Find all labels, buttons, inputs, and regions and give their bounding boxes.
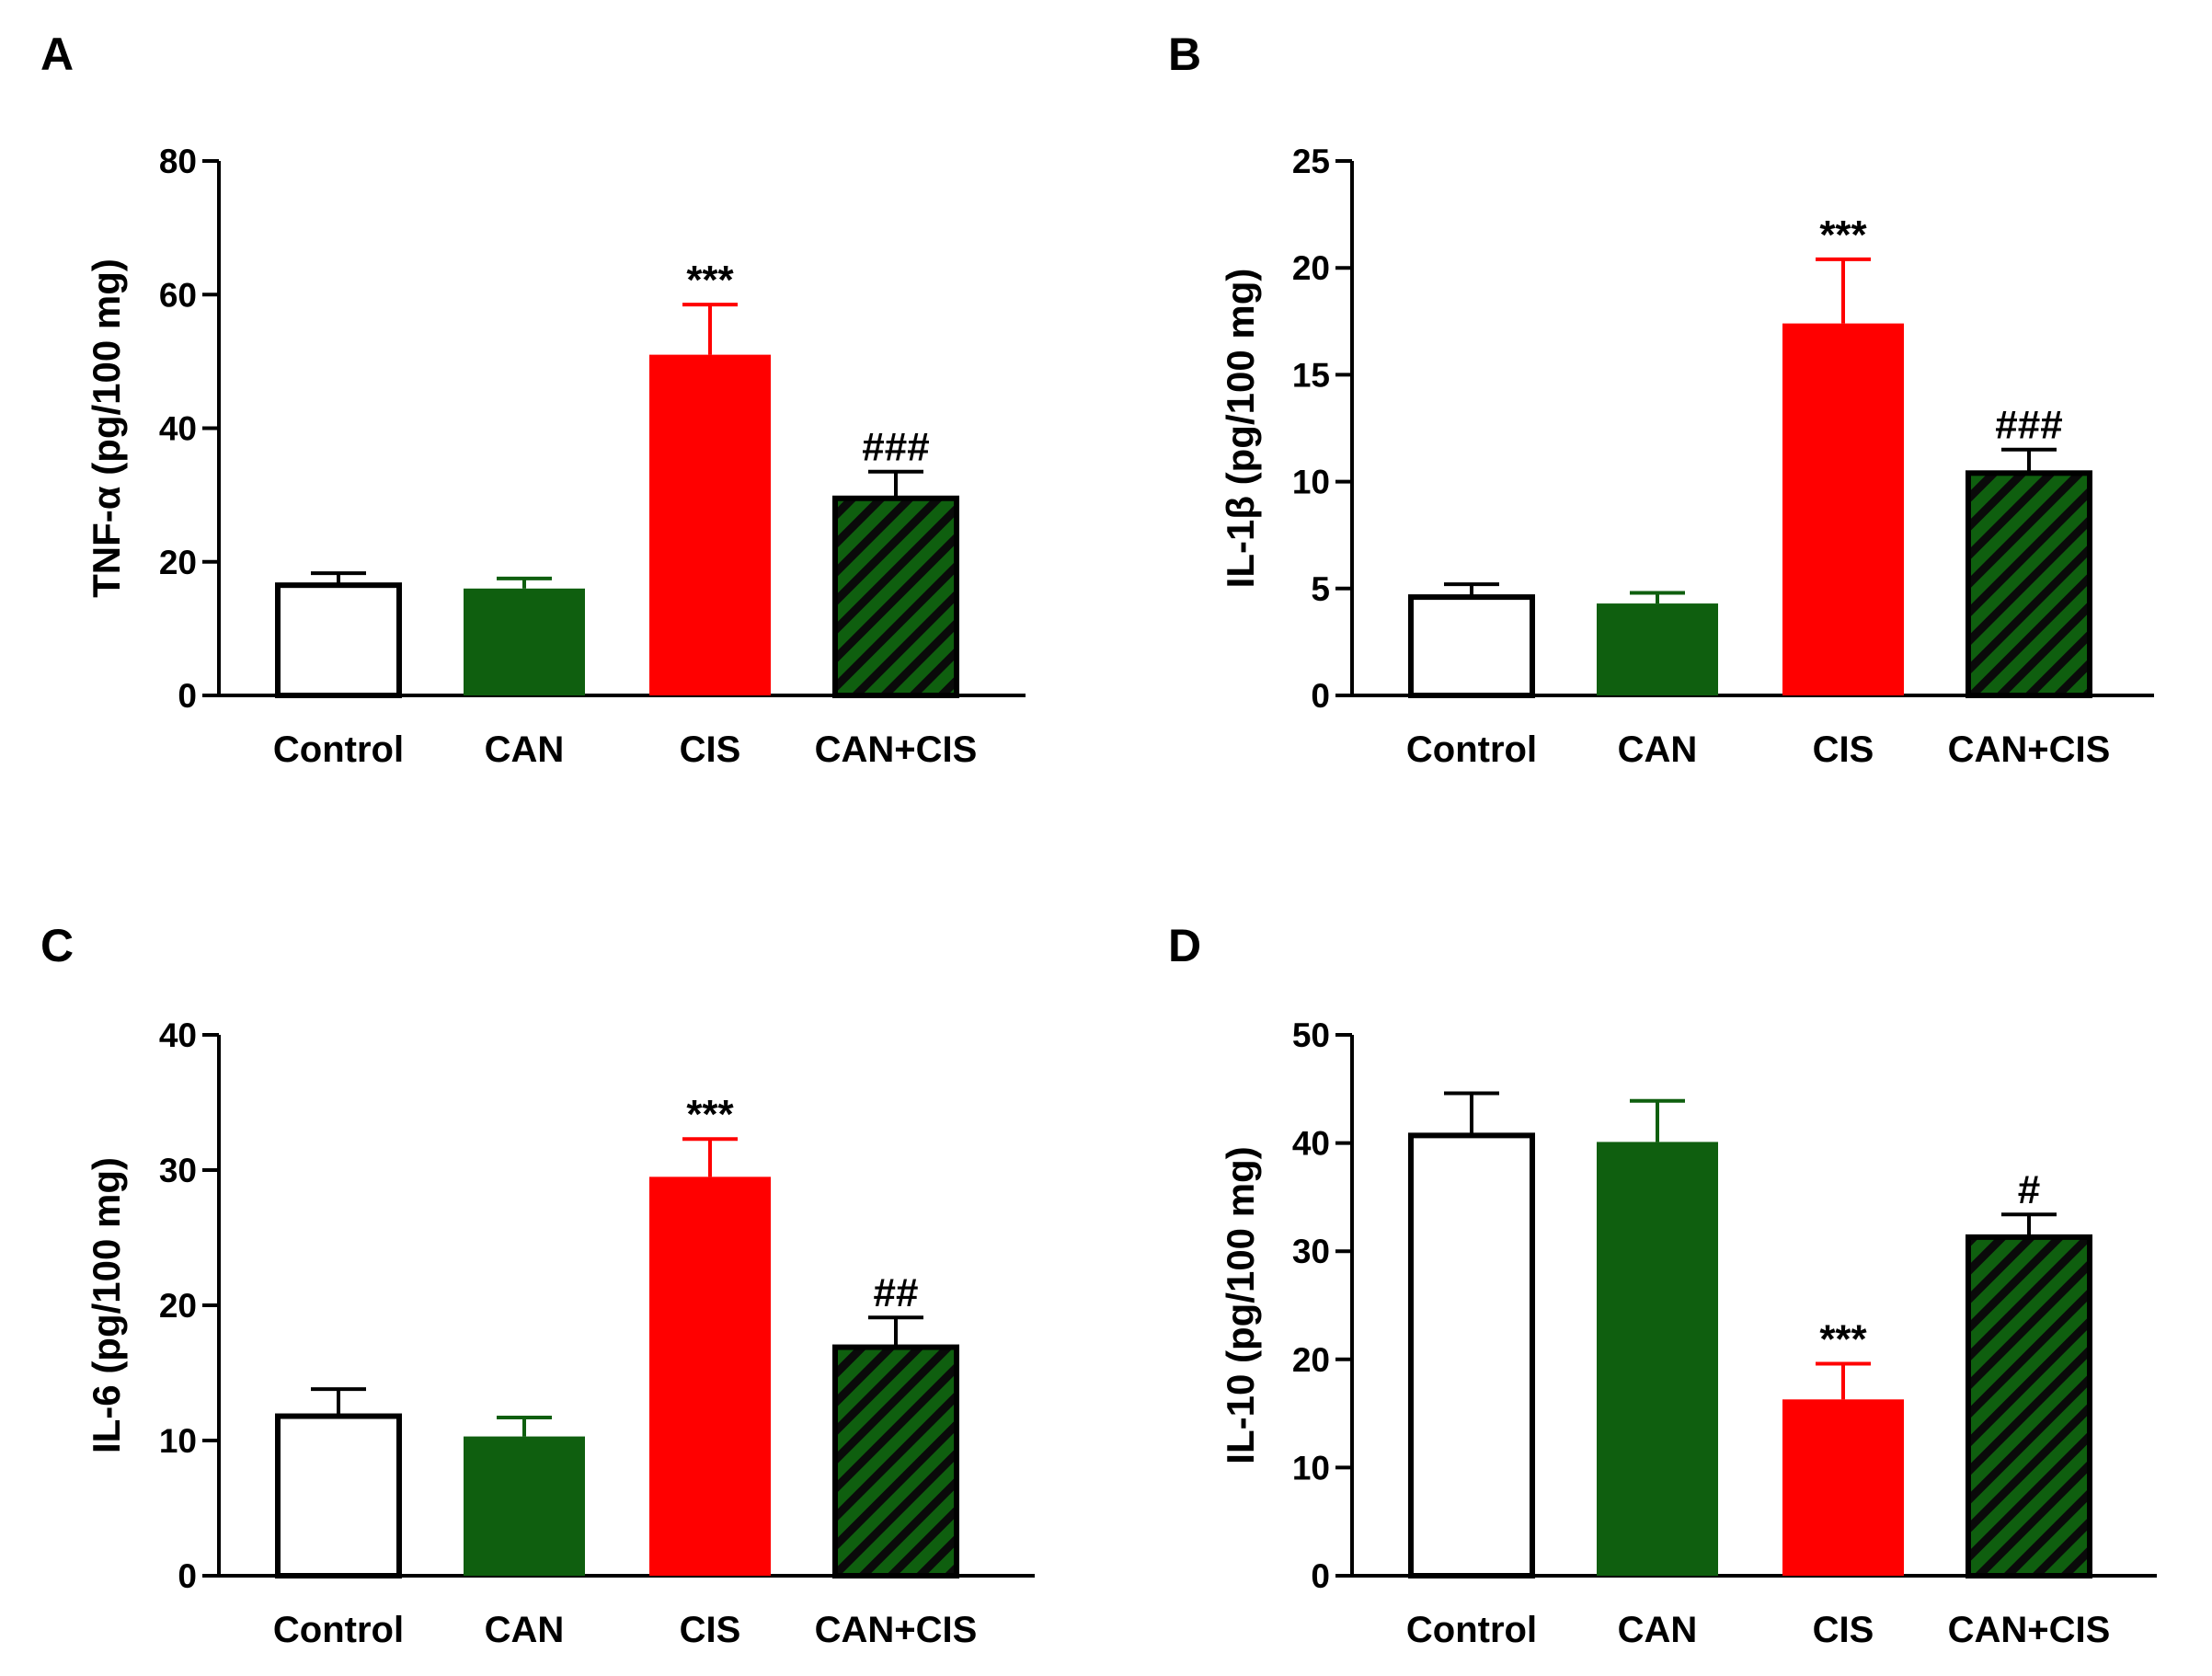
- x-category-label: CIS: [680, 1610, 741, 1650]
- y-tick-label: 25: [1292, 143, 1330, 180]
- y-tick-label: 50: [1292, 1016, 1330, 1054]
- y-tick-label: 5: [1311, 570, 1330, 608]
- bar-cis: [649, 1177, 771, 1576]
- significance-label: ***: [1819, 212, 1867, 258]
- x-category-label: CAN+CIS: [1948, 729, 2111, 770]
- y-tick-label: 10: [1292, 1449, 1330, 1487]
- y-tick-label: 0: [1311, 677, 1330, 715]
- bar-can: [1597, 1142, 1718, 1576]
- y-tick-label: 40: [1292, 1125, 1330, 1163]
- panel-c: C 0 10 20 30 40 IL-6 (pg/100 mg) Control CAN ***…: [40, 920, 1035, 1650]
- bar-control: [275, 1413, 402, 1579]
- panel-letter-c: C: [40, 920, 74, 971]
- y-tick-label: 10: [159, 1422, 197, 1460]
- bar-can: [464, 588, 585, 695]
- bar-can-plus-cis: [1966, 1234, 2092, 1578]
- significance-label: ***: [1819, 1317, 1867, 1362]
- y-tick-label: 30: [159, 1152, 197, 1189]
- panel-letter-b: B: [1168, 29, 1201, 80]
- bar-can-plus-cis: [832, 1344, 959, 1578]
- bar-control: [1408, 1132, 1535, 1579]
- significance-label: ###: [1995, 403, 2062, 448]
- bar-can: [464, 1436, 585, 1576]
- x-category-label: CAN+CIS: [1948, 1610, 2111, 1650]
- y-tick-label: 20: [1292, 1341, 1330, 1379]
- bar-cis: [649, 354, 771, 695]
- y-axis-title: IL-10 (pg/100 mg): [1219, 1146, 1262, 1464]
- bar-can-plus-cis: [832, 495, 959, 698]
- y-axis-title: IL-6 (pg/100 mg): [85, 1157, 128, 1453]
- y-tick-label: 15: [1292, 356, 1330, 394]
- x-category-label: CAN+CIS: [815, 1610, 978, 1650]
- panel-b: B 0 5 10 15 20 25 IL-1β (pg/100 mg) Control CAN *…: [1168, 29, 2154, 770]
- bar-control: [275, 582, 402, 699]
- y-tick-label: 40: [159, 1016, 197, 1054]
- significance-label: ##: [874, 1270, 919, 1315]
- significance-label: #: [2018, 1167, 2040, 1212]
- y-tick-label: 0: [1311, 1557, 1330, 1595]
- significance-label: ***: [686, 258, 734, 303]
- panel-a: A 0 20 40 60 80 TNF-α (pg/100 mg) Control CAN **…: [40, 29, 1026, 770]
- x-category-label: Control: [1406, 729, 1537, 770]
- y-tick-label: 10: [1292, 464, 1330, 501]
- x-category-label: CAN: [1618, 1610, 1698, 1650]
- y-tick-label: 80: [159, 143, 197, 180]
- y-axis-title: TNF-α (pg/100 mg): [85, 258, 128, 598]
- x-category-label: CAN: [485, 1610, 565, 1650]
- x-category-label: CIS: [680, 729, 741, 770]
- x-category-label: CAN: [1618, 729, 1698, 770]
- y-tick-label: 40: [159, 410, 197, 448]
- bar-cis: [1782, 323, 1904, 695]
- panel-letter-a: A: [40, 29, 74, 80]
- bar-can: [1597, 603, 1718, 695]
- x-category-label: CAN: [485, 729, 565, 770]
- significance-label: ###: [862, 425, 929, 470]
- x-category-label: CAN+CIS: [815, 729, 978, 770]
- y-tick-label: 0: [178, 677, 197, 715]
- x-category-label: Control: [1406, 1610, 1537, 1650]
- bar-can-plus-cis: [1966, 470, 2092, 699]
- panel-letter-d: D: [1168, 920, 1201, 971]
- x-category-label: Control: [273, 729, 404, 770]
- y-tick-label: 60: [159, 276, 197, 314]
- panel-d: D 0 10 20 30 40 50 IL-10 (pg/100 mg) Control CAN…: [1168, 920, 2157, 1650]
- significance-label: ***: [686, 1092, 734, 1137]
- y-tick-label: 0: [178, 1557, 197, 1595]
- y-tick-label: 20: [159, 1287, 197, 1325]
- bar-control: [1408, 594, 1535, 699]
- bar-cis: [1782, 1399, 1904, 1576]
- x-category-label: CIS: [1813, 729, 1874, 770]
- y-tick-label: 30: [1292, 1233, 1330, 1270]
- y-tick-label: 20: [159, 544, 197, 581]
- x-category-label: CIS: [1813, 1610, 1874, 1650]
- x-category-label: Control: [273, 1610, 404, 1650]
- y-axis-title: IL-1β (pg/100 mg): [1219, 269, 1262, 589]
- y-tick-label: 20: [1292, 249, 1330, 287]
